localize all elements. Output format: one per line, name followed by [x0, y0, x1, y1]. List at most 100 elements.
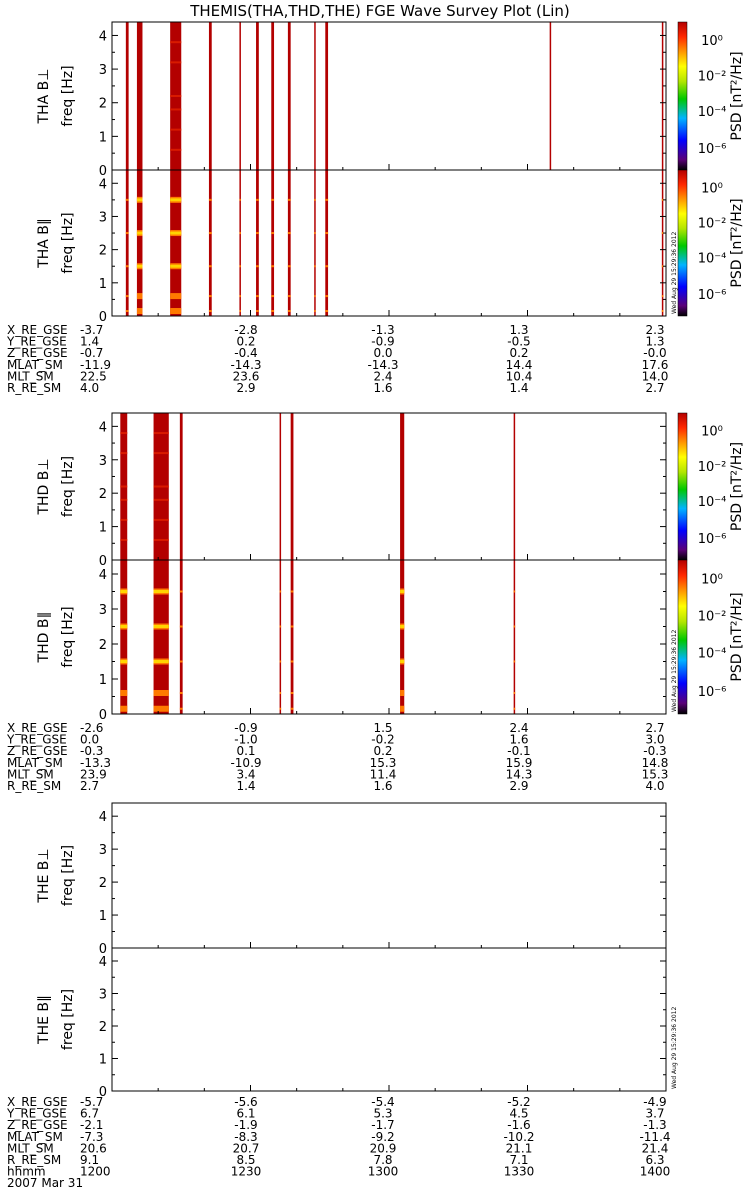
tha-bpar-ytick-label: 4: [99, 177, 107, 192]
thd-bpar-harmonic: [120, 690, 128, 696]
tha-bpar-harmonic-peak: [170, 264, 182, 268]
tha-bpar-harmonic-peak: [136, 231, 143, 235]
thd-bpar-frame: [111, 559, 667, 715]
tha-bpar-harmonic: [271, 265, 275, 268]
tha-timestamp: Wed Aug 29 15:29:36 2012: [671, 232, 678, 314]
tha-bpar-harmonic: [661, 295, 664, 298]
thd-eph-value: 14.3: [506, 767, 533, 781]
the-eph-value: -5.2: [507, 1095, 530, 1109]
the-bperp-freq-label: freq [Hz]: [60, 845, 76, 906]
thd-eph-value: 2.9: [509, 779, 528, 793]
thd-eph-value: 11.4: [370, 767, 397, 781]
tha-bpar-harmonic: [314, 232, 316, 235]
thd-bpar-band: [513, 560, 516, 714]
tha-bpar-colorbar: [677, 169, 688, 317]
thd-bpar-ylabel: THD B∥: [36, 612, 52, 664]
tha-bperp-band: [325, 22, 329, 170]
tha-bpar-colorbar-tick-label: 10⁻⁴: [698, 252, 727, 267]
thd-bperp-frame: [111, 412, 667, 561]
tha-bpar-harmonic: [287, 232, 291, 235]
tha-bpar-ytick-label: 2: [99, 244, 107, 259]
tha-bpar-harmonic: [287, 310, 291, 313]
tha-bpar-harmonic: [208, 265, 212, 268]
tha-eph-value: 1.3: [509, 323, 528, 337]
thd-bpar-harmonic: [279, 707, 282, 710]
tha-bpar-harmonic: [125, 295, 129, 298]
tha-bpar-harmonic: [136, 293, 143, 300]
thd-bperp-freq-label: freq [Hz]: [60, 456, 76, 517]
tha-bperp-colorbar-tick-label: 10⁰: [701, 34, 723, 49]
thd-bpar-band: [279, 560, 282, 714]
thd-bpar-harmonic-peak: [153, 660, 169, 663]
tha-bpar-band: [136, 170, 143, 316]
the-eph-value: -7.3: [80, 1130, 103, 1144]
the-eph-value: 8.5: [236, 1153, 255, 1167]
thd-bperp-harmonic: [120, 452, 128, 455]
tha-bpar-harmonic-peak: [136, 264, 143, 268]
time-row-label: hhmm: [7, 1165, 46, 1179]
the-bperp-frame: [111, 802, 667, 949]
tha-bpar-harmonic: [256, 198, 259, 201]
the-eph-value: -1.9: [234, 1118, 257, 1132]
the-eph-value: -11.4: [639, 1130, 670, 1144]
thd-eph-value: -0.9: [234, 721, 257, 735]
thd-eph-label: MLT_SM: [7, 767, 54, 781]
thd-bpar-harmonic: [179, 590, 183, 593]
tha-eph-value: 0.2: [509, 346, 528, 360]
tha-eph-value: -0.0: [643, 346, 666, 360]
thd-bperp-colorbar-tick-label: 10⁻⁴: [698, 495, 727, 510]
tha-eph-label: MLT_SM: [7, 369, 54, 383]
tha-eph-value: -0.5: [507, 335, 530, 349]
plot-title: THEMIS(THA,THD,THE) FGE Wave Survey Plot…: [189, 2, 570, 20]
thd-bpar-harmonic: [279, 660, 282, 663]
thd-bpar-colorbar-tick-label: 10⁻²: [698, 609, 727, 624]
thd-eph-value: 1.6: [373, 779, 392, 793]
tha-eph-value: 2.3: [645, 323, 664, 337]
tha-bpar-harmonic: [256, 310, 259, 313]
tha-bpar-harmonic: [325, 198, 329, 201]
the-bperp-ylabel: THE B⊥: [36, 848, 52, 903]
thd-eph-value: 3.0: [645, 733, 664, 747]
tha-bpar-harmonic: [125, 310, 129, 313]
the-eph-value: 21.1: [506, 1141, 533, 1155]
thd-bpar-band: [290, 560, 294, 714]
thd-bpar-harmonic: [400, 690, 405, 696]
the-eph-value: 5.3: [373, 1107, 392, 1121]
thd-bperp-harmonic: [153, 452, 169, 455]
tha-eph-value: 1.4: [80, 335, 99, 349]
tha-bperp-colorbar-tick-label: 10⁻²: [698, 69, 727, 84]
tha-eph-value: 10.4: [506, 369, 533, 383]
tha-bpar-band: [314, 170, 316, 316]
thd-eph-value: -0.3: [80, 744, 103, 758]
time-tick-label: 1330: [504, 1165, 535, 1179]
tha-bperp-band: [271, 22, 275, 170]
thd-eph-value: 3.4: [236, 767, 255, 781]
thd-eph-value: 0.2: [373, 744, 392, 758]
thd-bperp-ylabel: THD B⊥: [36, 458, 52, 515]
tha-bperp-harmonic: [170, 148, 182, 151]
thd-bperp-ytick-label: 2: [99, 487, 107, 502]
thd-bperp-band: [290, 413, 294, 560]
thd-bpar-colorbar-tick-label: 10⁻⁶: [698, 685, 727, 700]
thd-bpar-harmonic: [513, 707, 516, 710]
tha-bpar-harmonic: [170, 308, 182, 315]
tha-bperp-band: [136, 22, 143, 170]
tha-eph-value: 22.5: [80, 369, 107, 383]
thd-bperp-band: [400, 413, 405, 560]
thd-eph-value: 14.8: [642, 756, 669, 770]
tha-eph-value: -1.3: [371, 323, 394, 337]
tha-bpar-harmonic: [239, 295, 241, 298]
thd-bperp-harmonic: [120, 518, 128, 521]
thd-eph-label: Z_RE_GSE: [7, 744, 68, 758]
the-eph-label: Z_RE_GSE: [7, 1118, 68, 1132]
tha-bperp-band: [239, 22, 241, 170]
tha-bpar-harmonic: [208, 295, 212, 298]
thd-eph-value: 2.4: [509, 721, 528, 735]
tha-bperp-band: [125, 22, 129, 170]
thd-bpar-ytick-label: 0: [99, 708, 107, 723]
the-eph-value: 20.9: [370, 1141, 397, 1155]
thd-bperp-harmonic: [120, 432, 128, 435]
tha-bpar-freq-label: freq [Hz]: [60, 212, 76, 273]
tha-bperp-ytick-label: 1: [99, 130, 107, 145]
tha-bperp-colorbar-tick-label: 10⁻⁶: [698, 142, 727, 157]
